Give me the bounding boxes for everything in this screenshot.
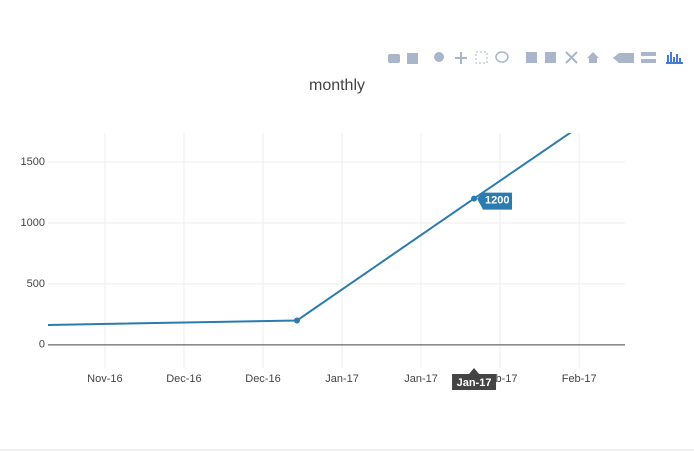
marker	[471, 195, 478, 202]
x-tick-label: Jan-17	[404, 373, 438, 385]
hover-x-box	[452, 368, 497, 390]
zoom-out-icon[interactable]	[545, 52, 556, 63]
camera-icon[interactable]	[388, 54, 400, 63]
hover-label-box	[477, 192, 513, 210]
x-tick-label: Jan-17	[325, 373, 359, 385]
zoom-in-icon[interactable]	[526, 52, 537, 63]
y-tick-label: 0	[39, 339, 45, 351]
hover-closest-icon[interactable]	[641, 52, 656, 56]
chart-title: monthly	[309, 77, 365, 94]
spike-icon[interactable]	[613, 53, 634, 63]
autoscale-icon[interactable]	[565, 51, 578, 64]
hover-x-label: Jan-17	[457, 377, 492, 389]
x-tick-label: Dec-16	[245, 373, 280, 385]
hover-compare-icon[interactable]	[641, 59, 656, 63]
marker	[293, 317, 300, 324]
plot-area	[23, 124, 582, 328]
plotly-logo[interactable]	[666, 52, 683, 64]
y-tick-label: 500	[27, 278, 45, 290]
save-icon[interactable]	[407, 53, 418, 64]
x-tick-label: Dec-16	[166, 373, 201, 385]
x-tick-label: Feb-17	[562, 373, 597, 385]
x-tick-label: Nov-16	[87, 373, 122, 385]
modebar	[388, 51, 683, 64]
lasso-icon[interactable]	[495, 51, 509, 63]
marker	[576, 124, 582, 130]
y-tick-label: 1500	[21, 156, 45, 168]
reset-icon[interactable]	[587, 52, 599, 63]
zoom-icon[interactable]	[434, 52, 444, 62]
pan-icon[interactable]	[455, 52, 467, 64]
y-tick-label: 1000	[21, 217, 45, 229]
line	[48, 133, 572, 326]
hover-label: 1200	[485, 194, 509, 206]
box-select-icon[interactable]	[475, 51, 488, 64]
marker	[23, 322, 29, 328]
